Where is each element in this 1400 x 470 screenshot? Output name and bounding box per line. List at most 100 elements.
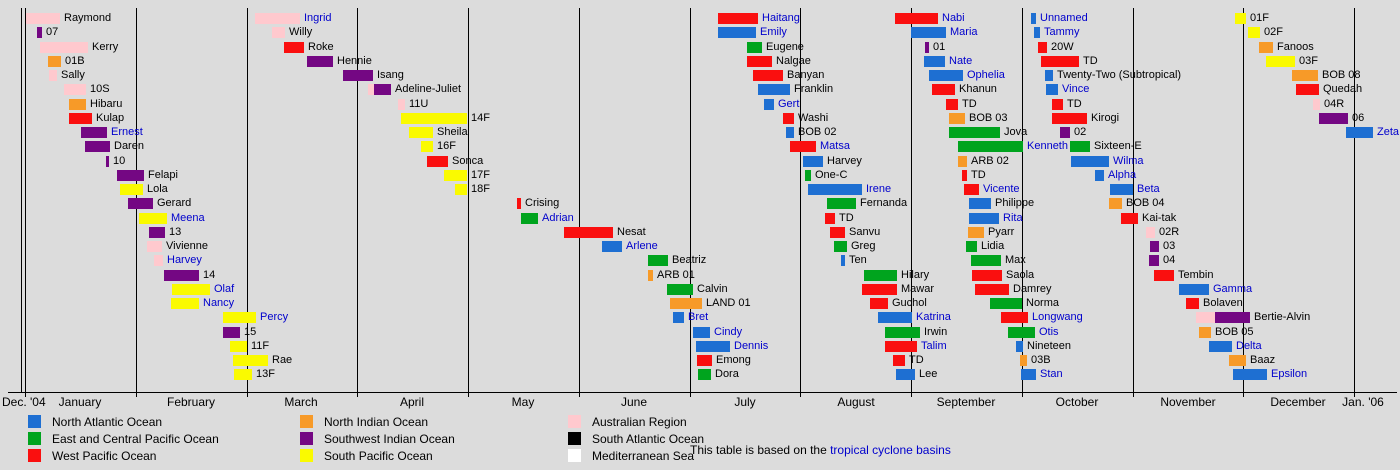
storm-bar [1041,56,1079,67]
storm-label[interactable]: Alpha [1108,169,1137,181]
storm-bar [343,70,373,81]
storm-label[interactable]: Meena [171,212,205,224]
storm-label: 13F [256,368,275,380]
storm-label[interactable]: Maria [950,26,978,38]
legend-label: Mediterranean Sea [592,449,695,463]
storm-label: 14 [203,269,216,281]
storm-label[interactable]: Vince [1062,83,1090,95]
storm-label: 10 [113,155,126,167]
storm-label[interactable]: Gamma [1213,283,1253,295]
storm-label: 03B [1031,354,1051,366]
storm-label[interactable]: Nancy [203,297,235,309]
storm-label[interactable]: Rita [1003,212,1023,224]
storm-label[interactable]: Gert [778,98,800,110]
month-gridline [1021,8,1023,392]
axis-tick [468,392,469,397]
storm-bar [1071,156,1109,167]
storm-bar [924,56,945,67]
storm-label: Kulap [96,112,125,124]
storm-bar [1095,170,1104,181]
storm-bar [128,198,153,209]
month-label: January [58,395,102,409]
storm-label[interactable]: Epsilon [1271,368,1308,380]
storm-label[interactable]: Ingrid [304,12,332,24]
storm-label: Vivienne [166,240,208,252]
storm-label: 16F [437,140,456,152]
storm-bar [1154,270,1174,281]
storm-bar [1021,369,1036,380]
storm-bar [517,198,521,209]
storm-bar [958,156,967,167]
storm-bar [1016,341,1023,352]
storm-label: 04 [1163,254,1176,266]
storm-bar [673,312,684,323]
storm-label[interactable]: Emily [760,26,787,38]
storm-bar [1121,213,1138,224]
storm-label: Guchol [892,297,927,309]
legend-label: South Pacific Ocean [324,449,433,463]
storm-label: Philippe [995,197,1035,209]
storm-label[interactable]: Vicente [983,183,1020,195]
storm-bar [307,56,333,67]
storm-bar [172,284,210,295]
storm-label: Emong [716,354,751,366]
storm-label[interactable]: Harvey [167,254,202,266]
storm-bar [368,84,374,95]
storm-bar [648,270,653,281]
storm-label[interactable]: Unnamed [1040,12,1088,24]
storm-label: Nineteen [1027,340,1072,352]
basins-link[interactable]: tropical cyclone basins [830,443,951,457]
storm-label[interactable]: Katrina [916,311,951,323]
storm-bar [409,127,433,138]
storm-label[interactable]: Dennis [734,340,769,352]
storm-label: Adeline-Juliet [395,83,462,95]
storm-bar [1052,113,1087,124]
storm-label: Sheila [437,126,468,138]
month-label: July [734,395,756,409]
storm-bar [427,156,448,167]
storm-label[interactable]: Arlene [626,240,658,252]
storm-label[interactable]: Olaf [214,283,235,295]
storm-bar [747,42,762,53]
storm-bar [1052,99,1063,110]
storm-label[interactable]: Irene [866,183,892,195]
storm-label[interactable]: Delta [1236,340,1262,352]
month-gridline [689,8,691,392]
storm-label: Crising [525,197,560,209]
storm-label[interactable]: Cindy [714,326,743,338]
storm-label[interactable]: Percy [260,311,289,323]
storm-label[interactable]: Nate [949,55,973,67]
storm-bar [971,255,1001,266]
storm-label[interactable]: Talim [921,340,947,352]
storm-label[interactable]: Matsa [820,140,850,152]
storm-label: 01 [933,41,946,53]
storm-label[interactable]: Otis [1039,326,1059,338]
storm-label[interactable]: Longwang [1032,311,1083,323]
storm-label[interactable]: Ernest [111,126,143,138]
storm-label[interactable]: Wilma [1113,155,1144,167]
storm-label: Fanoos [1277,41,1314,53]
storm-bar [925,42,929,53]
legend-swatch-ni [300,415,313,428]
month-gridline [357,8,359,392]
storm-label[interactable]: Stan [1040,368,1063,380]
storm-label[interactable]: Kenneth [1027,140,1068,152]
storm-label[interactable]: Adrian [542,212,574,224]
month-label: November [1160,395,1216,409]
month-label: March [284,395,318,409]
storm-bar [117,170,144,181]
storm-label[interactable]: Tammy [1044,26,1080,38]
storm-label[interactable]: Zeta [1377,126,1400,138]
storm-bar [1186,298,1199,309]
storm-bar [964,184,979,195]
storm-bar [670,298,702,309]
storm-label[interactable]: Ophelia [967,69,1005,81]
storm-label[interactable]: Haitang [762,12,800,24]
storm-label: BOB 05 [1215,326,1254,338]
storm-label[interactable]: Nabi [942,12,965,24]
storm-label[interactable]: Bret [688,311,709,323]
legend-label: Southwest Indian Ocean [324,432,455,446]
storm-label[interactable]: Beta [1137,183,1160,195]
storm-bar [870,298,888,309]
